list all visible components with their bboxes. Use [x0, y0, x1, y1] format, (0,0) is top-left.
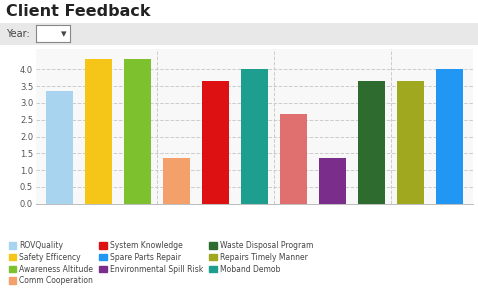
Bar [124, 59, 151, 204]
Bar [85, 59, 112, 204]
Bar [45, 91, 73, 204]
Text: ▾: ▾ [61, 29, 67, 39]
Bar [436, 69, 464, 204]
Bar [280, 114, 307, 204]
Bar [358, 81, 385, 204]
Bar [241, 69, 268, 204]
Bar [163, 158, 190, 204]
Text: Client Feedback: Client Feedback [6, 4, 150, 19]
Bar [319, 158, 346, 204]
Bar [397, 81, 424, 204]
Bar [202, 81, 229, 204]
Text: Year:: Year: [6, 29, 30, 39]
Legend: ROVQuality, Safety Efficency, Awareness Altitude, Comm Cooperation, System Knowl: ROVQuality, Safety Efficency, Awareness … [9, 241, 314, 285]
